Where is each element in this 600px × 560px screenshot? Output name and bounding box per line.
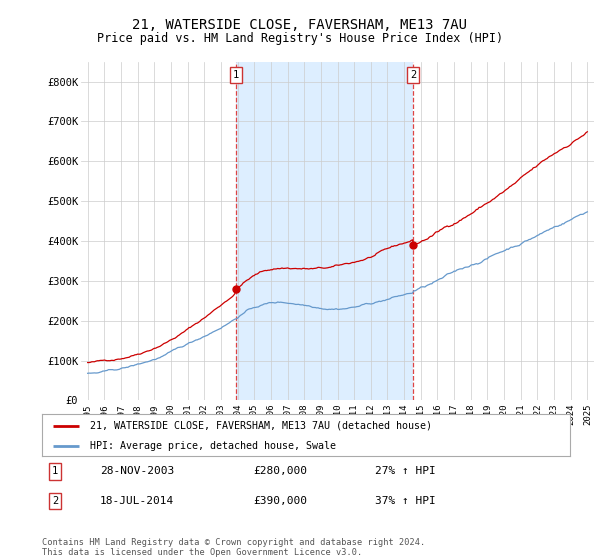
Text: 1: 1 [233,70,239,80]
Text: 21, WATERSIDE CLOSE, FAVERSHAM, ME13 7AU (detached house): 21, WATERSIDE CLOSE, FAVERSHAM, ME13 7AU… [89,421,431,431]
Text: 18-JUL-2014: 18-JUL-2014 [100,496,175,506]
Text: 37% ↑ HPI: 37% ↑ HPI [374,496,436,506]
Point [409,240,418,249]
Point [232,284,241,293]
Text: Price paid vs. HM Land Registry's House Price Index (HPI): Price paid vs. HM Land Registry's House … [97,32,503,45]
Text: £390,000: £390,000 [253,496,307,506]
Text: 2: 2 [52,496,58,506]
Text: £280,000: £280,000 [253,466,307,477]
Text: 28-NOV-2003: 28-NOV-2003 [100,466,175,477]
Text: 27% ↑ HPI: 27% ↑ HPI [374,466,436,477]
Text: 21, WATERSIDE CLOSE, FAVERSHAM, ME13 7AU: 21, WATERSIDE CLOSE, FAVERSHAM, ME13 7AU [133,18,467,32]
Text: Contains HM Land Registry data © Crown copyright and database right 2024.
This d: Contains HM Land Registry data © Crown c… [42,538,425,557]
Text: 1: 1 [52,466,58,477]
Text: 2: 2 [410,70,416,80]
Bar [236,62,413,400]
Text: HPI: Average price, detached house, Swale: HPI: Average price, detached house, Swal… [89,441,335,451]
